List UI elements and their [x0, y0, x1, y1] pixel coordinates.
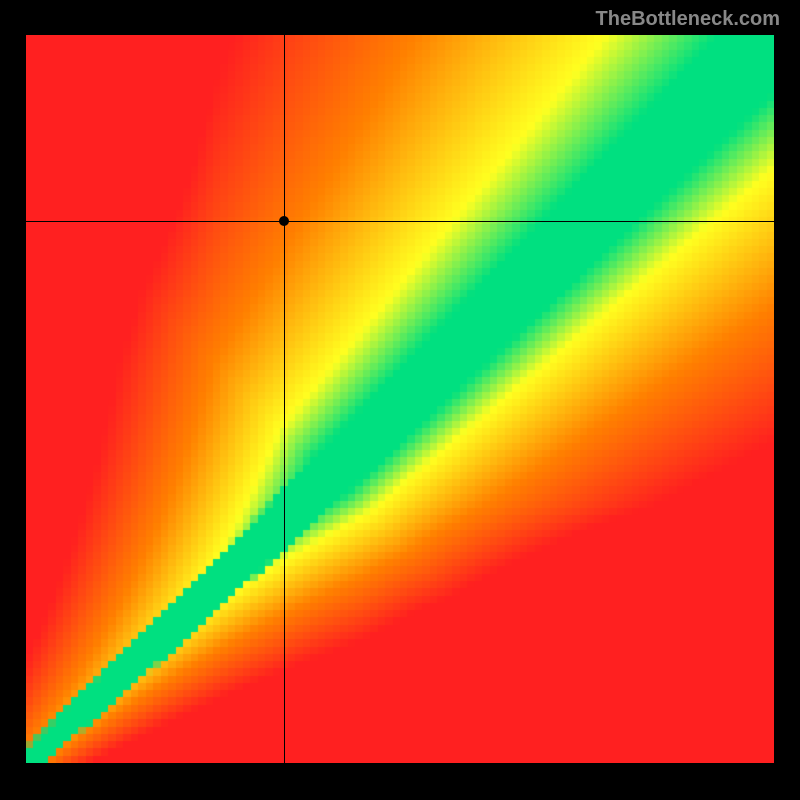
crosshair-horizontal	[26, 221, 774, 222]
watermark-text: TheBottleneck.com	[596, 8, 780, 31]
crosshair-marker	[279, 216, 289, 226]
heatmap-canvas	[26, 35, 774, 763]
crosshair-vertical	[284, 35, 285, 763]
heatmap-plot	[26, 35, 774, 763]
